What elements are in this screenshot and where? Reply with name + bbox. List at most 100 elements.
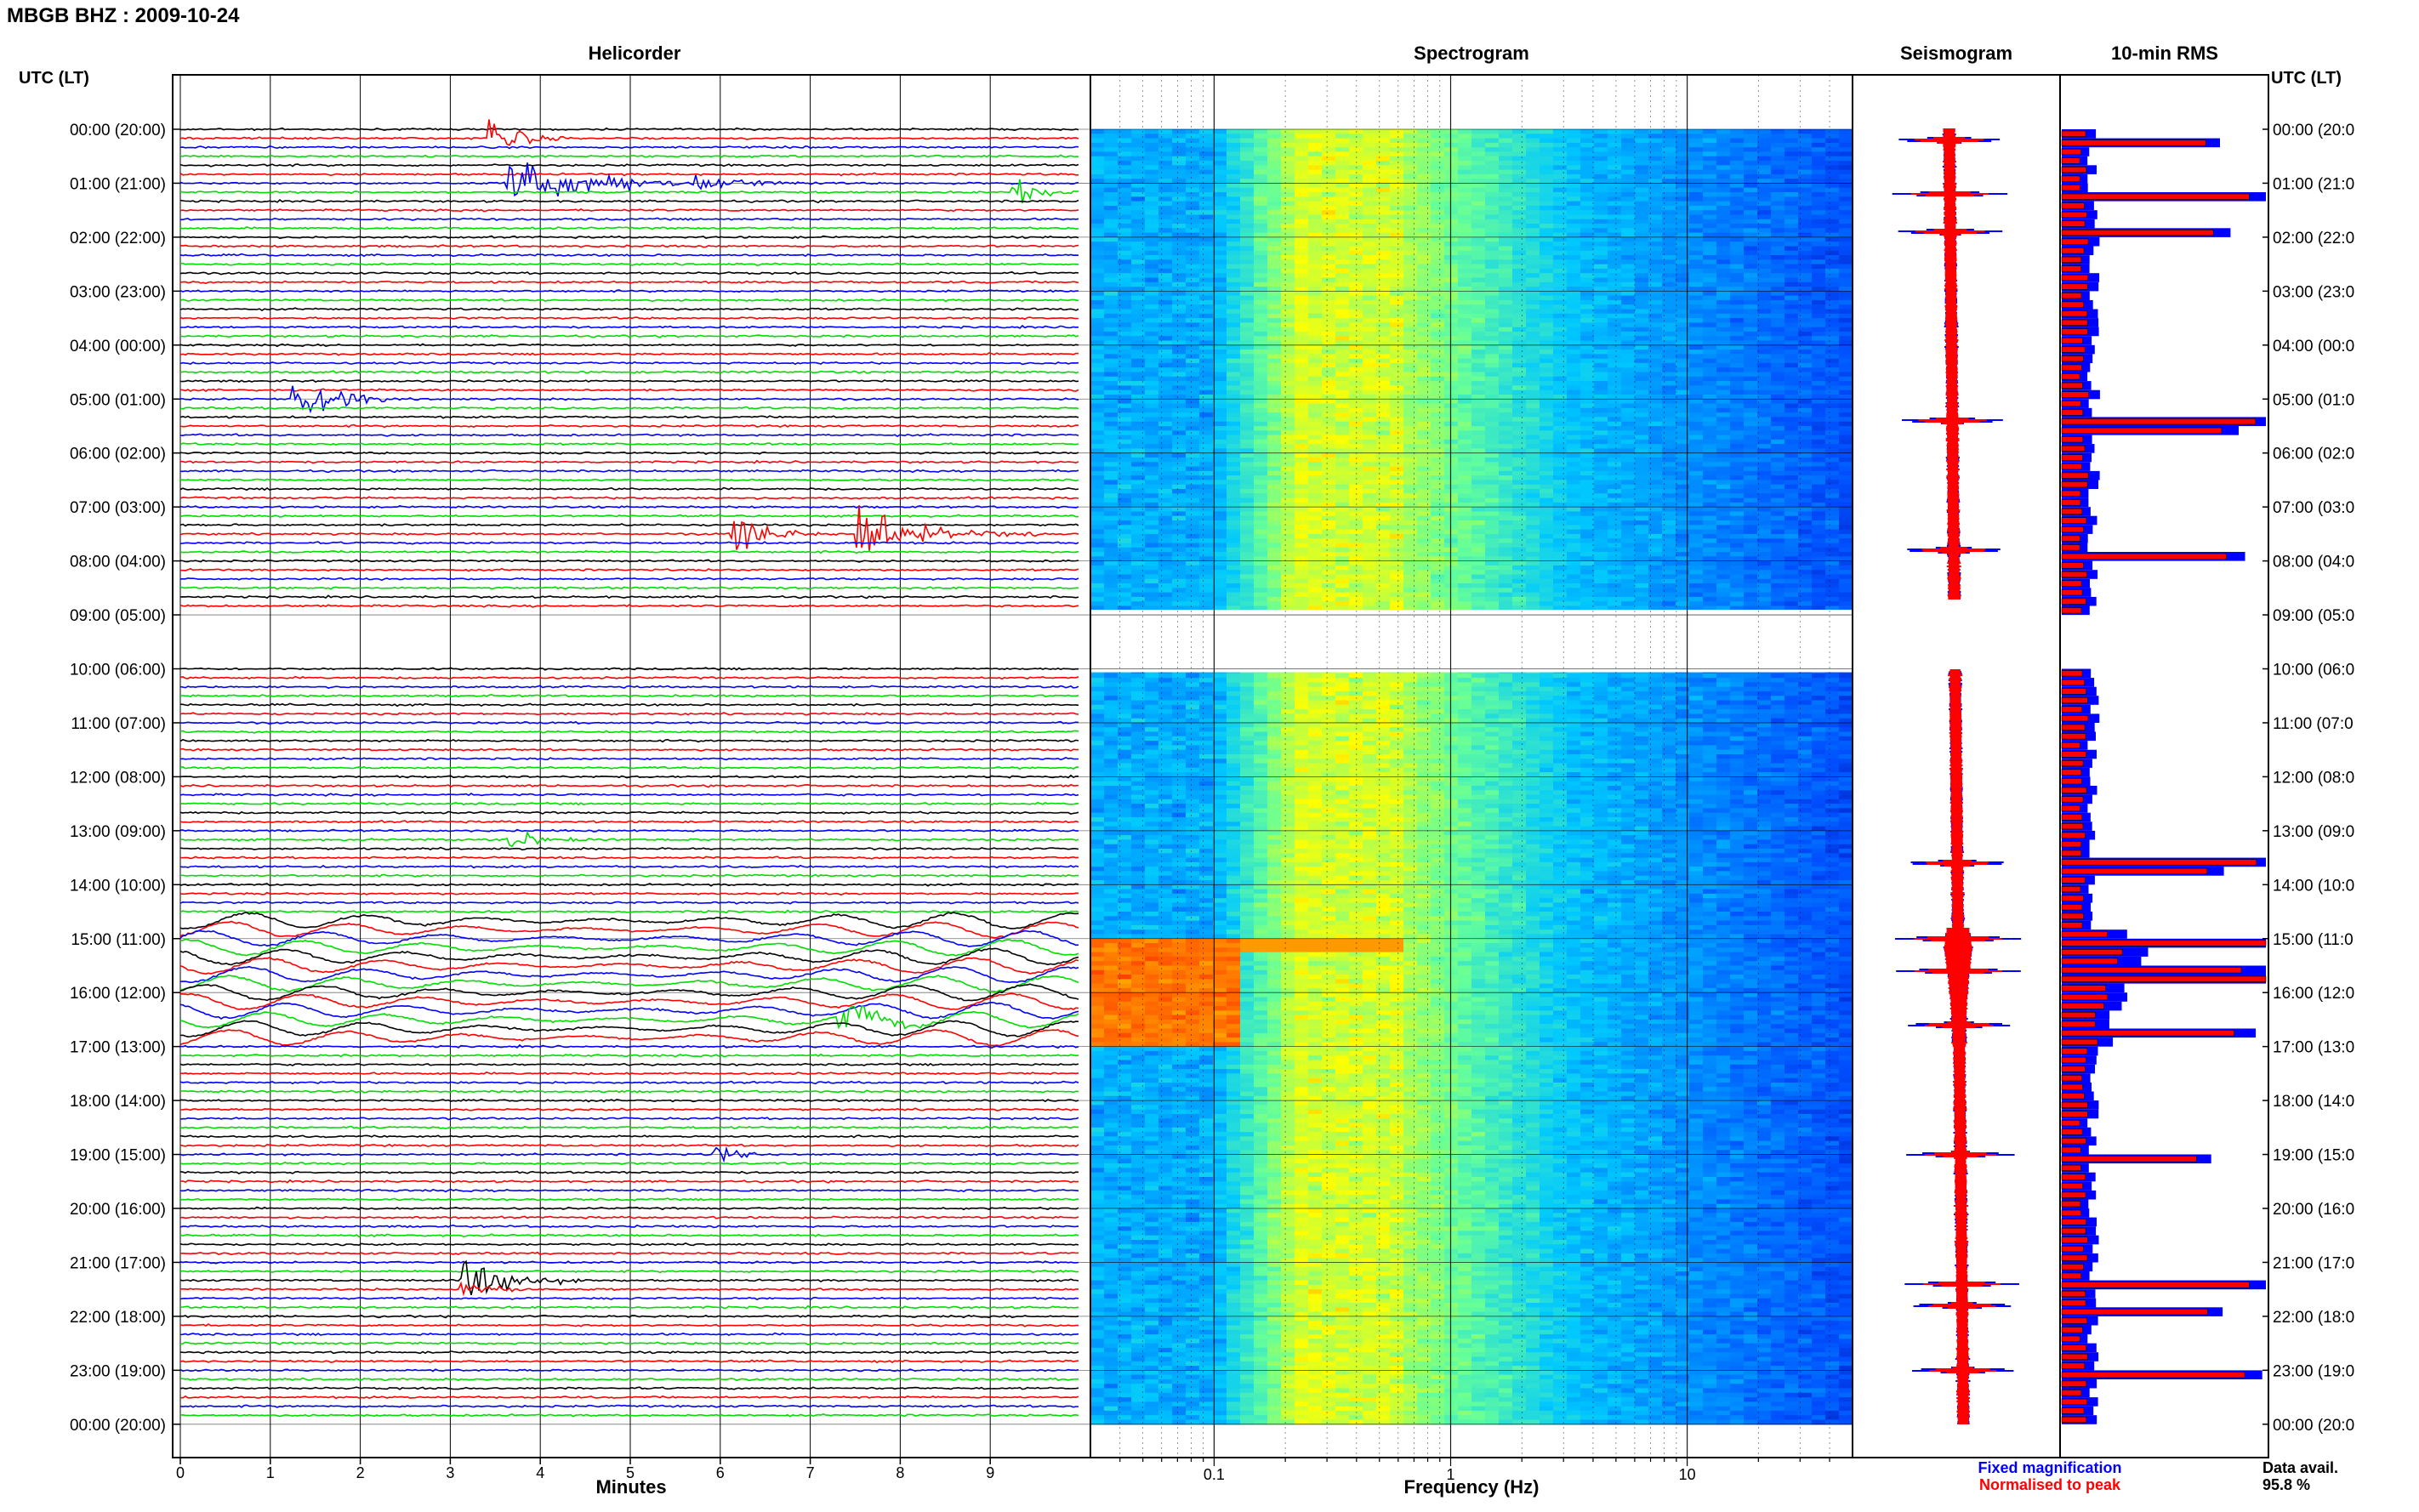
spectrogram-cell: [1186, 196, 1200, 202]
spectrogram-cell: [1716, 395, 1731, 400]
spectrogram-cell: [1444, 448, 1459, 454]
spectrogram-cell: [1431, 322, 1445, 328]
spectrogram-cell: [1254, 156, 1268, 162]
spectrogram-cell: [1784, 389, 1799, 395]
spectrogram-cell: [1267, 362, 1282, 368]
spectrogram-cell: [1648, 340, 1663, 346]
spectrogram-cell: [1281, 426, 1295, 431]
spectrogram-cell: [1825, 435, 1840, 441]
spectrogram-cell: [1798, 201, 1813, 207]
spectrogram-cell: [1417, 462, 1431, 468]
spectrogram-cell: [1335, 250, 1350, 256]
spectrogram-cell: [1744, 309, 1758, 315]
spectrogram-cell: [1567, 224, 1581, 229]
spectrogram-cell: [1145, 291, 1159, 297]
spectrogram-cell: [1798, 502, 1813, 508]
spectrogram-cell: [1839, 259, 1853, 265]
spectrogram-cell: [1485, 350, 1500, 355]
spectrogram-cell: [1730, 507, 1745, 513]
spectrogram-cell: [1240, 367, 1255, 373]
spectrogram-cell: [1621, 466, 1636, 472]
spectrogram-cell: [1322, 281, 1336, 287]
spectrogram-cell: [1540, 287, 1554, 292]
spectrogram-cell: [1485, 385, 1500, 391]
spectrogram-cell: [1431, 489, 1445, 494]
spectrogram-cell: [1403, 179, 1418, 185]
spectrogram-cell: [1349, 273, 1363, 279]
spectrogram-cell: [1703, 287, 1717, 292]
spectrogram-cell: [1812, 430, 1826, 436]
spectrogram-cell: [1308, 201, 1323, 207]
spectrogram-cell: [1118, 156, 1132, 162]
spectrogram-cell: [1621, 299, 1636, 305]
spectrogram-cell: [1254, 169, 1268, 175]
spectrogram-cell: [1349, 250, 1363, 256]
spectrogram-cell: [1145, 287, 1159, 292]
spectrogram-cell: [1757, 502, 1772, 508]
spectrogram-cell: [1730, 399, 1745, 405]
spectrogram-cell: [1662, 395, 1676, 400]
spectrogram-cell: [1825, 232, 1840, 238]
spectrogram-cell: [1295, 242, 1309, 247]
spectrogram-cell: [1308, 169, 1323, 175]
spectrogram-cell: [1376, 291, 1391, 297]
spectrogram-cell: [1540, 448, 1554, 454]
spectrogram-cell: [1186, 511, 1200, 517]
helicorder-trace: [179, 172, 1079, 177]
spectrogram-cell: [1295, 395, 1309, 400]
spectrogram-cell: [1839, 327, 1853, 333]
spectrogram-cell: [1376, 389, 1391, 395]
spectrogram-cell: [1308, 173, 1323, 179]
spectrogram-cell: [1335, 281, 1350, 287]
spectrogram-cell: [1499, 264, 1513, 270]
helicorder-trace: [179, 1089, 1079, 1094]
helicorder-trace: [179, 730, 1079, 734]
spectrogram-cell: [1485, 435, 1500, 441]
spectrogram-cell: [1540, 435, 1554, 441]
spectrogram-cell: [1648, 430, 1663, 436]
spectrogram-cell: [1608, 327, 1622, 333]
spectrogram-cell: [1240, 201, 1255, 207]
spectrogram-cell: [1526, 331, 1540, 337]
spectrogram-cell: [1839, 281, 1853, 287]
spectrogram-cell: [1580, 372, 1595, 378]
spectrogram-cell: [1716, 281, 1731, 287]
spectrogram-cell: [1090, 259, 1105, 265]
spectrogram-cell: [1798, 134, 1813, 139]
spectrogram-cell: [1295, 134, 1309, 139]
spectrogram-cell: [1172, 196, 1187, 202]
spectrogram-cell: [1648, 259, 1663, 265]
spectrogram-cell: [1295, 304, 1309, 310]
spectrogram-cell: [1540, 273, 1554, 279]
spectrogram-cell: [1254, 426, 1268, 431]
spectrogram-cell: [1648, 407, 1663, 413]
spectrogram-cell: [1417, 295, 1431, 301]
spectrogram-cell: [1240, 462, 1255, 468]
spectrogram-cell: [1512, 489, 1527, 494]
spectrogram-cell: [1621, 350, 1636, 355]
spectrogram-cell: [1635, 196, 1649, 202]
spectrogram-cell: [1090, 169, 1105, 175]
helicorder-trace: [179, 828, 1079, 833]
spectrogram-cell: [1295, 192, 1309, 197]
spectrogram-cell: [1390, 497, 1404, 503]
spectrogram-cell: [1621, 236, 1636, 242]
spectrogram-cell: [1553, 259, 1568, 265]
spectrogram-cell: [1621, 210, 1636, 216]
spectrogram-cell: [1322, 389, 1336, 395]
spectrogram-cell: [1757, 444, 1772, 449]
spectrogram-cell: [1390, 426, 1404, 431]
spectrogram-cell: [1308, 134, 1323, 139]
spectrogram-cell: [1771, 277, 1785, 283]
spectrogram-cell: [1540, 205, 1554, 211]
spectrogram-cell: [1376, 385, 1391, 391]
spectrogram-cell: [1227, 214, 1241, 220]
spectrogram-cell: [1267, 480, 1282, 486]
spectrogram-cell: [1757, 187, 1772, 193]
spectrogram-cell: [1267, 493, 1282, 499]
spectrogram-cell: [1689, 458, 1704, 463]
spectrogram-cell: [1295, 511, 1309, 517]
spectrogram-cell: [1131, 268, 1146, 274]
spectrogram-cell: [1744, 331, 1758, 337]
spectrogram-cell: [1145, 372, 1159, 378]
